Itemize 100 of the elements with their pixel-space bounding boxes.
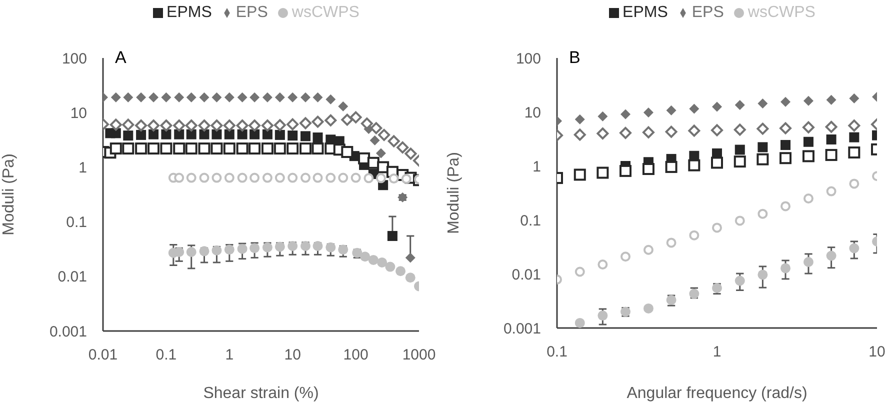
- annotation: A: [115, 48, 126, 68]
- point: [620, 252, 630, 262]
- y-tick-label: 10: [70, 104, 87, 122]
- x-tick-label: 1: [225, 346, 234, 364]
- annotation: B: [569, 48, 580, 68]
- y-tick-label: 0.01: [58, 268, 87, 286]
- x-tick-label: 10: [868, 344, 886, 361]
- y-tick-label: 1: [532, 158, 541, 176]
- legend-label: EPS: [692, 4, 724, 21]
- point: [826, 250, 836, 261]
- point: [758, 98, 768, 108]
- point: [574, 168, 586, 181]
- point: [803, 96, 814, 106]
- point: [780, 122, 792, 134]
- x-tick-label: 100: [343, 346, 368, 364]
- point: [688, 159, 700, 172]
- x-tick-label: 0.1: [156, 346, 177, 364]
- point: [620, 109, 630, 120]
- point: [780, 201, 790, 212]
- point: [666, 105, 676, 116]
- point: [758, 208, 768, 219]
- point: [642, 126, 654, 138]
- point: [666, 238, 676, 248]
- point: [596, 127, 609, 140]
- point: [802, 121, 814, 134]
- point: [849, 243, 860, 254]
- point: [758, 142, 768, 152]
- point: [849, 132, 860, 142]
- point: [734, 124, 746, 136]
- point: [574, 318, 585, 328]
- point: [711, 124, 723, 136]
- point: [598, 259, 608, 270]
- point: [826, 134, 836, 144]
- point: [734, 276, 745, 286]
- y-axis-title: Moduli (Pa): [0, 154, 18, 236]
- y-tick-label: 0.001: [503, 320, 541, 338]
- y-tick-label: 0.01: [512, 266, 541, 284]
- legend-label: wsCWPS: [748, 4, 816, 21]
- point: [712, 102, 722, 112]
- point: [642, 163, 654, 175]
- point: [756, 153, 769, 166]
- point: [802, 150, 814, 162]
- point: [689, 230, 700, 240]
- point: [734, 156, 746, 168]
- point: [574, 114, 585, 124]
- x-tick-label: 0.1: [546, 344, 568, 361]
- point: [825, 120, 838, 133]
- y-tick-label: 0.1: [520, 212, 541, 230]
- y-tick-label: 1: [78, 160, 87, 177]
- point: [734, 216, 745, 226]
- legend-label: EPMS: [622, 4, 668, 21]
- point: [620, 126, 632, 139]
- point: [803, 194, 814, 204]
- y-tick-label: 100: [516, 50, 541, 68]
- point: [688, 124, 700, 137]
- y-tick-label: 0.001: [49, 323, 87, 340]
- point: [598, 310, 608, 321]
- y-tick-label: 0.1: [66, 214, 87, 232]
- y-tick-label: 100: [62, 50, 87, 68]
- point: [780, 263, 790, 274]
- point: [598, 111, 608, 122]
- x-tick-label: 10: [284, 346, 301, 364]
- point: [689, 104, 700, 114]
- x-tick-label: 0.01: [88, 346, 118, 364]
- point: [826, 186, 836, 196]
- point: [665, 160, 678, 173]
- point: [849, 93, 860, 104]
- legend-label: EPS: [236, 4, 268, 21]
- point: [780, 152, 792, 164]
- legend-label: EPMS: [166, 4, 212, 21]
- legend-label: wsCWPS: [292, 4, 360, 21]
- point: [756, 122, 769, 135]
- y-axis-title: Moduli (Pa): [446, 152, 463, 234]
- x-tick-label: 1: [712, 344, 722, 361]
- point: [712, 222, 722, 233]
- point: [848, 120, 860, 132]
- point: [758, 270, 768, 280]
- point: [803, 256, 814, 267]
- point: [574, 266, 585, 277]
- point: [643, 244, 654, 255]
- point: [780, 96, 790, 107]
- point: [574, 128, 586, 141]
- point: [780, 140, 790, 150]
- point: [734, 144, 745, 155]
- point: [849, 178, 860, 189]
- point: [620, 164, 632, 177]
- point: [596, 166, 609, 179]
- point: [848, 146, 860, 158]
- point: [803, 136, 814, 147]
- x-axis-title: Shear strain (%): [203, 385, 319, 402]
- x-axis-title: Angular frequency (rad/s): [626, 385, 808, 402]
- y-tick-label: 10: [524, 104, 541, 122]
- point: [734, 100, 745, 110]
- point: [643, 107, 654, 118]
- point: [825, 148, 838, 161]
- point: [711, 156, 723, 169]
- x-tick-label: 1000: [402, 346, 436, 364]
- point: [665, 126, 678, 138]
- point: [643, 303, 654, 314]
- point: [826, 94, 836, 105]
